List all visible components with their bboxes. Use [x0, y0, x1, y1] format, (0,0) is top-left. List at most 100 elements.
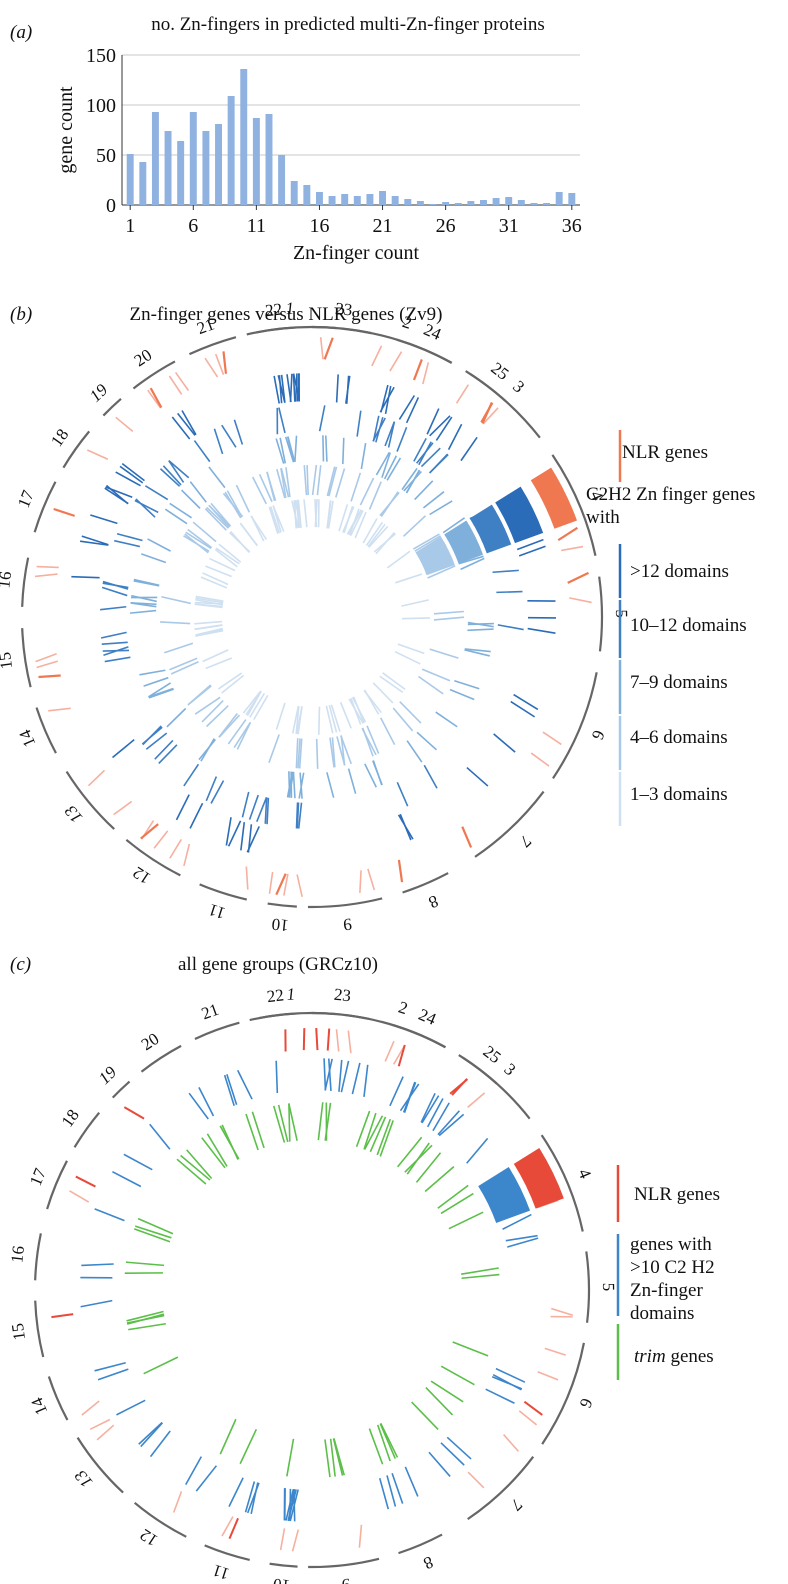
- trim-mark: [133, 1228, 171, 1243]
- nlr-mark: [222, 351, 228, 374]
- zn-4-6-mark: [210, 502, 232, 527]
- zn-1-3-mark: [346, 509, 362, 535]
- zn-4-6-mark: [201, 700, 224, 723]
- panel-a-title: no. Zn-fingers in predicted multi-Zn-fin…: [151, 14, 545, 35]
- nlr-cluster-ch4: [530, 467, 577, 529]
- zn-gt12-mark: [115, 471, 141, 487]
- zn-10-12-mark: [221, 424, 237, 448]
- zn-10-12-mark: [296, 802, 300, 829]
- bar-6: [189, 112, 197, 205]
- zn-10-12-mark: [418, 441, 432, 466]
- zn-gt10-mark: [502, 1213, 532, 1230]
- nlr-mark: [335, 1029, 340, 1052]
- zn-1-3-mark: [343, 505, 354, 534]
- zn-1-3-mark: [205, 565, 232, 578]
- zn-1-3-mark: [194, 624, 223, 631]
- trim-mark: [437, 1184, 469, 1209]
- trim-mark: [424, 1166, 455, 1193]
- zn-4-6-mark: [222, 492, 244, 518]
- zn-1-3-mark: [249, 692, 266, 718]
- chromosome-label-22: 22: [264, 299, 283, 320]
- zn-4-6-mark: [268, 734, 280, 764]
- bar-27: [454, 203, 462, 205]
- nlr-mark: [467, 1092, 486, 1108]
- zn-10-12-mark: [114, 539, 141, 548]
- trim-mark: [126, 1261, 165, 1267]
- chromosome-label-2: 2: [396, 998, 410, 1019]
- zn-7-9-mark: [406, 740, 423, 763]
- zn-1-3-mark: [215, 547, 240, 565]
- zn-4-6-mark: [326, 466, 336, 497]
- nlr-mark: [422, 362, 430, 385]
- nlr-mark: [544, 1347, 567, 1356]
- zn-gt10-mark: [404, 1466, 419, 1497]
- zn-gt10-mark: [438, 1113, 465, 1137]
- bar-4: [164, 131, 172, 205]
- panel-b: (b) Zn-finger genes versus NLR genes (Zv…: [0, 299, 755, 936]
- zn-4-6-mark: [285, 467, 291, 498]
- zn-4-6-mark: [164, 642, 194, 654]
- zn-gt12-mark: [384, 385, 392, 415]
- zn-1-3-mark: [338, 504, 349, 532]
- zn-1-3-mark: [317, 706, 321, 735]
- zn-7-9-mark: [375, 451, 391, 476]
- chromosome-label-10: 10: [271, 915, 290, 936]
- nlr-mark: [389, 351, 403, 372]
- zn-4-6-mark: [206, 506, 229, 529]
- zn-1-3-mark: [194, 620, 223, 625]
- zn-4-6-mark: [412, 533, 440, 550]
- chromosome-label-9: 9: [341, 1575, 352, 1584]
- zn-7-9-cluster-ch4: [444, 520, 484, 564]
- zn-1-3-mark: [202, 649, 229, 663]
- zn-7-9-mark: [429, 500, 453, 516]
- chromosome-arc-20: [132, 360, 176, 390]
- nlr-mark: [214, 353, 225, 375]
- zn-gt10-mark: [112, 1171, 142, 1188]
- nlr-mark: [174, 371, 190, 391]
- chromosome-label-16: 16: [7, 1245, 28, 1264]
- zn-7-9-mark: [326, 772, 335, 798]
- zn-4-6-mark: [206, 705, 229, 728]
- zn-7-9-mark: [143, 676, 169, 687]
- chromosome-label-22: 22: [266, 985, 285, 1006]
- zn-10-12-mark: [100, 605, 127, 611]
- chromosome-arc-15: [34, 1300, 45, 1358]
- zn-gt12-mark: [79, 540, 109, 546]
- trim-mark: [324, 1102, 332, 1141]
- nlr-mark: [86, 449, 109, 460]
- trim-mark: [379, 1423, 396, 1459]
- zn-7-9-mark: [347, 768, 357, 794]
- zn-1-3-mark: [395, 573, 423, 584]
- zn-1-3-mark: [326, 500, 332, 529]
- zn-4-6-mark: [161, 595, 191, 605]
- zn-1-3-mark: [386, 550, 411, 569]
- zn-1-3-mark: [195, 597, 224, 604]
- zn-10-12-mark: [159, 468, 181, 487]
- zn-4-6-mark: [306, 465, 309, 496]
- legend-label-zn_10_12: 10–12 domains: [630, 615, 747, 636]
- chromosome-arc-14: [35, 707, 57, 754]
- zn-7-9-mark: [414, 480, 434, 501]
- zn-4-6-mark: [204, 508, 227, 531]
- zn-10-12-mark: [423, 764, 438, 789]
- zn-gt10-mark: [94, 1362, 126, 1372]
- zn-1-3-mark: [209, 557, 236, 572]
- bar-13: [278, 155, 286, 205]
- nlr-mark: [53, 507, 75, 517]
- zn-7-9-mark: [294, 435, 298, 462]
- zn-gt10-mark: [485, 1388, 515, 1404]
- zn-gt12-mark: [510, 700, 536, 718]
- zn-10-12-mark: [413, 437, 427, 462]
- zn-10-12-mark: [318, 405, 326, 432]
- chromosome-label-1: 1: [285, 299, 295, 319]
- x-tick-label: 16: [309, 215, 329, 237]
- bar-chart-xlabel: Zn-finger count: [293, 242, 420, 264]
- zn-gt12-mark: [171, 416, 191, 440]
- zn-10-12-mark: [168, 460, 185, 483]
- zn-4-6-mark: [236, 721, 252, 750]
- chromosome-arc-4: [540, 1134, 584, 1232]
- nlr-mark: [36, 565, 59, 569]
- nlr-mark: [384, 1040, 395, 1062]
- zn-7-9-mark: [180, 489, 201, 509]
- zn-1-3-mark: [291, 500, 299, 529]
